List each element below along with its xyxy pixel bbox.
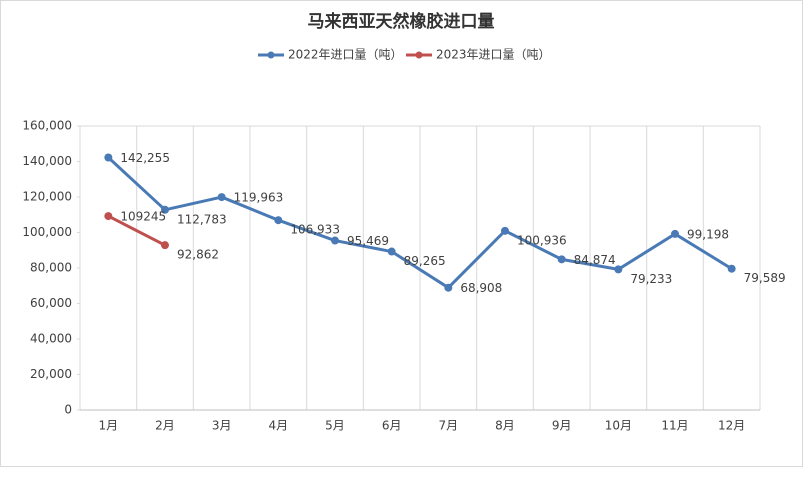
- y-tick-label: 60,000: [30, 296, 72, 310]
- point: [444, 283, 453, 292]
- x-tick-label: 5月: [325, 419, 345, 433]
- data-label: 89,265: [404, 254, 446, 268]
- legend-marker: [267, 51, 275, 59]
- x-tick-label: 1月: [99, 419, 119, 433]
- x-tick-label: 12月: [718, 419, 745, 433]
- legend-label: 2022年进口量（吨）: [288, 48, 403, 62]
- chart-border: [0, 0, 803, 467]
- y-tick-label: 160,000: [22, 119, 72, 133]
- data-label: 99,198: [687, 227, 729, 241]
- x-tick-label: 10月: [605, 419, 632, 433]
- x-tick-label: 7月: [439, 419, 459, 433]
- data-label: 79,589: [744, 271, 786, 285]
- data-label: 84,874: [574, 253, 616, 267]
- point: [557, 255, 566, 264]
- data-label: 142,255: [120, 151, 170, 165]
- point: [501, 226, 509, 235]
- x-tick-label: 9月: [552, 419, 572, 433]
- y-tick-label: 100,000: [22, 225, 72, 239]
- point: [274, 216, 283, 225]
- y-tick-label: 0: [64, 403, 72, 417]
- data-label: 119,963: [234, 191, 284, 205]
- y-tick-label: 80,000: [30, 261, 72, 275]
- point: [161, 205, 169, 214]
- series-line: [107, 214, 166, 247]
- y-tick-label: 40,000: [30, 332, 72, 346]
- point: [104, 212, 113, 221]
- legend-label: 2023年进口量（吨）: [436, 48, 551, 62]
- x-tick-label: 2月: [155, 419, 175, 433]
- data-label: 79,233: [630, 272, 672, 286]
- point: [331, 236, 339, 245]
- point: [671, 229, 679, 238]
- point: [217, 193, 226, 202]
- y-tick-label: 140,000: [22, 154, 72, 168]
- point: [387, 247, 396, 256]
- data-label: 100,936: [517, 233, 567, 247]
- x-tick-label: 8月: [495, 419, 515, 433]
- x-tick-label: 4月: [269, 419, 289, 433]
- x-tick-label: 3月: [212, 419, 232, 433]
- point: [727, 264, 736, 273]
- point: [614, 265, 623, 274]
- legend-marker: [415, 51, 423, 59]
- data-label: 106,933: [290, 223, 340, 237]
- data-label: 109245: [120, 210, 166, 224]
- series-line: [107, 156, 733, 290]
- y-tick-label: 120,000: [22, 190, 72, 204]
- y-tick-label: 20,000: [30, 367, 72, 381]
- x-tick-label: 11月: [661, 419, 688, 433]
- point: [161, 241, 169, 250]
- data-label: 68,908: [460, 281, 502, 295]
- x-tick-label: 6月: [382, 419, 402, 433]
- point: [104, 153, 113, 162]
- data-label: 112,783: [177, 212, 227, 226]
- data-label: 95,469: [347, 234, 389, 248]
- chart-title: 马来西亚天然橡胶进口量: [308, 11, 495, 32]
- data-label: 92,862: [177, 248, 219, 262]
